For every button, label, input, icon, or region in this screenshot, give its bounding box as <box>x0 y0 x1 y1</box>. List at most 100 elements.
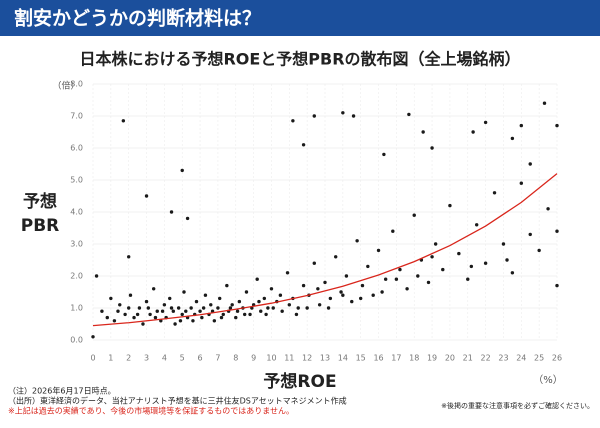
point <box>471 130 475 134</box>
point <box>350 299 354 304</box>
point <box>305 306 309 310</box>
point <box>269 287 274 291</box>
point <box>203 293 208 297</box>
y-tick-label: 4.0 <box>70 208 83 217</box>
point <box>209 303 213 307</box>
point <box>466 277 470 281</box>
point <box>430 146 434 150</box>
point <box>105 315 109 320</box>
point <box>201 306 206 310</box>
y-tick-label: 1.0 <box>70 304 83 313</box>
point <box>118 303 122 307</box>
x-tick-label: 11 <box>284 354 294 363</box>
x-tick-label: 17 <box>391 354 401 363</box>
point <box>542 101 547 105</box>
point <box>137 306 142 310</box>
note: （注）2026年6月17日時点。 <box>8 386 116 396</box>
point <box>366 264 370 269</box>
point <box>244 290 249 294</box>
point <box>178 319 183 323</box>
point <box>234 315 238 320</box>
point <box>334 255 338 259</box>
point <box>225 283 229 288</box>
point <box>146 306 151 310</box>
point <box>312 261 316 265</box>
header-bar <box>0 0 600 36</box>
point <box>546 207 550 211</box>
point <box>323 280 327 285</box>
point <box>328 296 333 301</box>
point <box>351 114 356 118</box>
x-tick-label: 9 <box>251 354 256 363</box>
header-title: 割安かどうかの判断材料は？ <box>14 7 261 30</box>
x-tick-label: 22 <box>481 354 491 363</box>
point <box>194 299 199 304</box>
point <box>280 309 284 313</box>
point <box>135 312 140 317</box>
point <box>235 309 240 313</box>
point <box>200 315 204 320</box>
point <box>501 242 506 246</box>
point <box>382 152 386 157</box>
point <box>492 191 497 195</box>
point <box>457 251 461 256</box>
point <box>301 283 306 288</box>
point <box>555 283 559 288</box>
point <box>121 119 126 123</box>
point <box>91 335 95 339</box>
point <box>198 309 202 313</box>
point <box>510 271 515 275</box>
point <box>474 223 479 227</box>
point <box>371 293 375 297</box>
point <box>168 296 172 301</box>
x-tick-label: 6 <box>198 354 203 363</box>
point <box>132 315 136 320</box>
y-tick-label: 7.0 <box>70 112 83 121</box>
x-tick-label: 7 <box>215 354 220 363</box>
point <box>100 309 104 313</box>
point <box>144 299 149 304</box>
point <box>519 181 524 185</box>
point <box>380 290 384 294</box>
point <box>182 290 186 294</box>
x-tick-label: 2 <box>126 354 131 363</box>
point <box>255 277 259 281</box>
point <box>383 277 388 281</box>
point <box>141 322 145 326</box>
point <box>153 315 158 320</box>
x-tick-label: 3 <box>144 354 149 363</box>
x-tick-label: 21 <box>463 354 473 363</box>
point <box>285 271 290 275</box>
y-tick-label: 3.0 <box>70 240 83 249</box>
point <box>160 309 165 313</box>
point <box>555 123 559 128</box>
point <box>376 248 381 253</box>
x-tick-label: 13 <box>320 354 330 363</box>
point <box>394 277 399 281</box>
point <box>296 306 300 310</box>
x-tick-label: 1 <box>108 354 113 363</box>
point <box>469 264 474 269</box>
point <box>398 267 402 272</box>
point <box>162 303 167 307</box>
x-tick-label: 26 <box>552 354 562 363</box>
point <box>180 168 184 173</box>
point <box>341 293 345 297</box>
disclaimer: ※後掲の重要な注意事項を必ずご確認ください。 <box>441 401 594 410</box>
point <box>189 306 193 310</box>
point <box>126 255 131 259</box>
point <box>228 306 233 310</box>
point <box>94 274 99 278</box>
point <box>257 299 261 304</box>
point <box>278 293 283 297</box>
point <box>412 213 416 217</box>
y-tick-label: 6.0 <box>70 144 83 153</box>
point <box>287 303 292 307</box>
point <box>151 287 156 291</box>
y-label: 予想 <box>23 191 57 212</box>
point <box>528 162 532 166</box>
x-tick-label: 16 <box>373 354 383 363</box>
point <box>169 306 174 310</box>
x-tick-label: 25 <box>534 354 544 363</box>
